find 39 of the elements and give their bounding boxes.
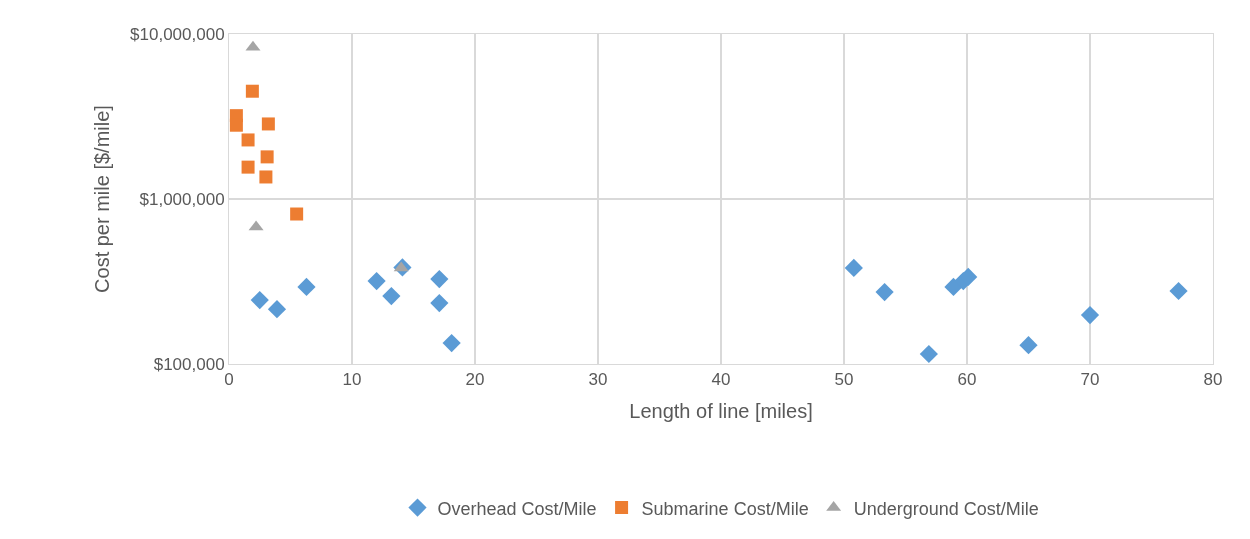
legend-label: Submarine Cost/Mile	[641, 498, 809, 519]
x-tick-label: 0	[224, 370, 234, 390]
x-tick-label: 10	[342, 370, 362, 390]
y-tick-label: $100,000	[153, 354, 225, 374]
point	[245, 84, 259, 98]
point	[1019, 336, 1038, 355]
y-axis-title: Cost per mile [$/mile]	[90, 105, 113, 293]
x-tick-label: 30	[588, 370, 608, 390]
point	[290, 207, 304, 221]
point	[919, 344, 938, 364]
point	[442, 333, 461, 353]
point	[229, 118, 243, 132]
x-axis-title: Length of line [miles]	[629, 399, 813, 422]
point	[430, 270, 449, 289]
point	[367, 272, 386, 291]
x-tick-label: 70	[1080, 370, 1100, 390]
point	[844, 258, 863, 278]
x-tick-label: 80	[1203, 370, 1223, 390]
point	[1169, 281, 1188, 301]
point	[267, 300, 287, 319]
x-tick-label: 50	[834, 370, 854, 390]
legend-label: Underground Cost/Mile	[853, 498, 1039, 519]
x-tick-label: 40	[711, 370, 731, 390]
point	[241, 160, 255, 174]
point	[261, 117, 275, 131]
y-tick-label: $1,000,000	[139, 189, 225, 209]
x-tick-label: 20	[465, 370, 485, 390]
legend-label: Overhead Cost/Mile	[437, 498, 597, 519]
point	[260, 150, 274, 164]
point	[875, 282, 894, 302]
x-tick-label: 60	[957, 370, 977, 390]
point	[382, 286, 401, 306]
point	[250, 290, 269, 310]
point	[430, 293, 449, 313]
point	[241, 133, 255, 147]
point	[259, 170, 273, 184]
y-tick-label: $10,000,000	[130, 24, 225, 44]
point	[1080, 305, 1100, 325]
point	[297, 277, 316, 297]
